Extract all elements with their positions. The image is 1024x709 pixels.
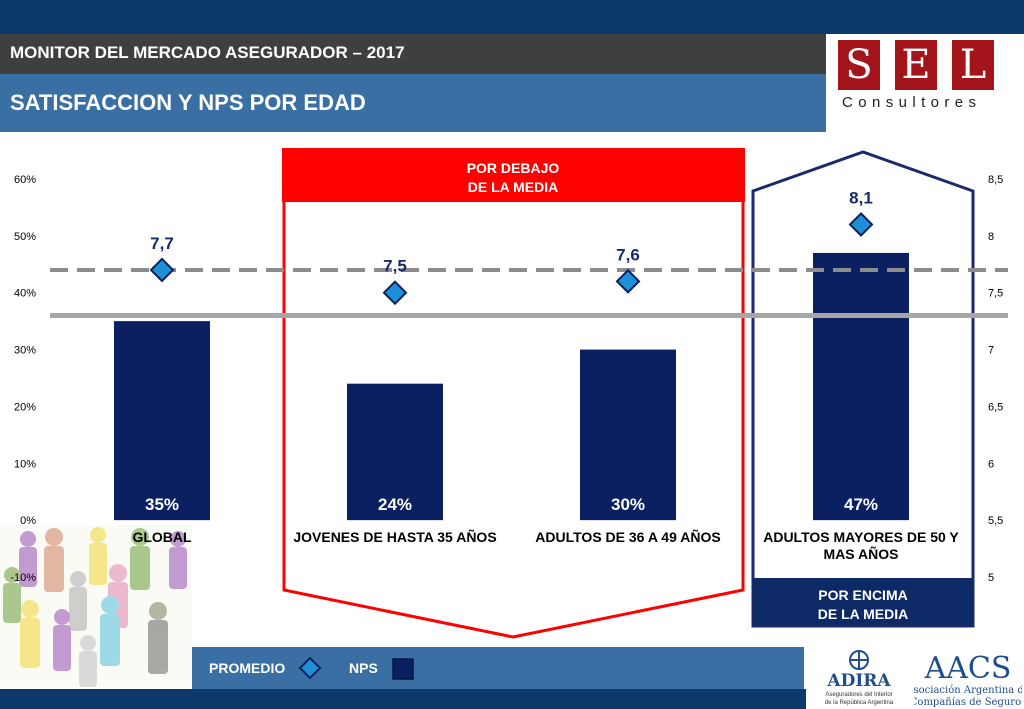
subheader-bar: MONITOR DEL MERCADO ASEGURADOR – 2017	[0, 34, 826, 74]
right-axis-tick: 8,5	[988, 174, 1003, 186]
above-average-label-line2: DE LA MEDIA	[818, 606, 908, 622]
aacs-logo: AACS Asociación Argentina de Compañías d…	[914, 651, 1022, 708]
page-title: SATISFACCION Y NPS POR EDAD	[10, 90, 366, 115]
below-average-label-line2: DE LA MEDIA	[468, 179, 558, 195]
below-average-bracket: POR DEBAJO DE LA MEDIA	[282, 148, 745, 639]
nps-bar-3	[580, 349, 676, 521]
above-average-footer	[753, 578, 973, 626]
nps-bar-label-3: 30%	[611, 495, 645, 514]
bottom-strip	[0, 689, 806, 709]
adira-tagline-2: de la República Argentina	[825, 700, 894, 706]
legend-diamond-icon	[298, 656, 322, 680]
aacs-tagline-2: Compañías de Seguros	[914, 697, 1022, 708]
right-axis-tick: 7	[988, 345, 994, 357]
promedio-marker-2	[382, 280, 408, 306]
aacs-name: AACS	[924, 651, 1012, 686]
people-illustration	[0, 525, 192, 687]
promedio-label-3: 7,6	[616, 245, 640, 264]
category-label-4: ADULTOS MAYORES DE 50 Y	[763, 529, 959, 545]
above-average-bracket: POR ENCIMA DE LA MEDIA	[751, 150, 975, 628]
right-axis-tick: 6	[988, 458, 994, 470]
logo-subtitle: Consultores	[842, 94, 982, 111]
adira-name: ADIRA	[826, 671, 891, 691]
category-label-2: JOVENES DE HASTA 35 AÑOS	[293, 528, 496, 545]
title-bar: SATISFACCION Y NPS POR EDAD	[0, 74, 826, 132]
nps-satisfaction-chart: POR DEBAJO DE LA MEDIA POR ENCIMA DE LA …	[10, 148, 1008, 639]
nps-bar-label-4: 47%	[844, 495, 878, 514]
promedio-label-1: 7,7	[150, 234, 174, 253]
nps-bar-label-1: 35%	[145, 495, 179, 514]
promedio-label-4: 8,1	[849, 188, 873, 207]
right-axis-tick: 6,5	[988, 401, 1003, 413]
adira-tagline-1: Aseguradores del Interior	[825, 692, 892, 698]
left-axis-tick: 10%	[14, 458, 36, 470]
legend-promedio-label: PROMEDIO	[209, 660, 286, 676]
nps-bar-2	[347, 383, 443, 521]
left-axis-tick: 50%	[14, 231, 36, 243]
report-subtitle: MONITOR DEL MERCADO ASEGURADOR – 2017	[10, 43, 405, 62]
left-axis-tick: 60%	[14, 174, 36, 186]
promedio-marker-1	[149, 257, 175, 283]
right-axis-tick: 5,5	[988, 515, 1003, 527]
category-label-3: ADULTOS DE 36 A 49 AÑOS	[535, 528, 720, 545]
right-axis-tick: 7,5	[988, 288, 1003, 300]
below-average-label-line1: POR DEBAJO	[467, 160, 560, 176]
left-axis-tick: 30%	[14, 345, 36, 357]
category-label-1: GLOBAL	[132, 529, 192, 545]
promedio-marker-4	[848, 212, 874, 237]
nps-bar-1	[114, 321, 210, 521]
sel-consultores-logo: S E L Consultores	[838, 40, 1008, 120]
legend-square-icon	[392, 658, 414, 680]
logo-letter-l: L	[952, 40, 994, 90]
below-average-outline	[282, 202, 745, 639]
nps-bar-label-2: 24%	[378, 495, 412, 514]
nps-bar-4	[813, 252, 909, 521]
logo-letter-e: E	[895, 40, 937, 90]
legend-bar: PROMEDIO NPS	[192, 647, 804, 689]
below-average-header	[282, 148, 745, 202]
promedio-label-2: 7,5	[383, 257, 407, 276]
left-axis-tick: 40%	[14, 288, 36, 300]
left-axis-tick: 20%	[14, 401, 36, 413]
aacs-tagline-1: Asociación Argentina de	[914, 685, 1022, 696]
logo-letter-s: S	[838, 40, 880, 90]
above-average-label-line1: POR ENCIMA	[818, 587, 907, 603]
category-label-4: MAS AÑOS	[824, 545, 899, 562]
right-axis-tick: 8	[988, 231, 994, 243]
legend-nps-label: NPS	[349, 660, 378, 676]
right-axis-tick: 5	[988, 572, 994, 584]
adira-logo: ADIRA Aseguradores del Interior de la Re…	[825, 650, 894, 706]
left-axis-tick: -10%	[10, 572, 36, 584]
promedio-marker-3	[615, 268, 641, 294]
top-strip	[0, 0, 1024, 34]
left-axis-tick: 0%	[20, 515, 36, 527]
